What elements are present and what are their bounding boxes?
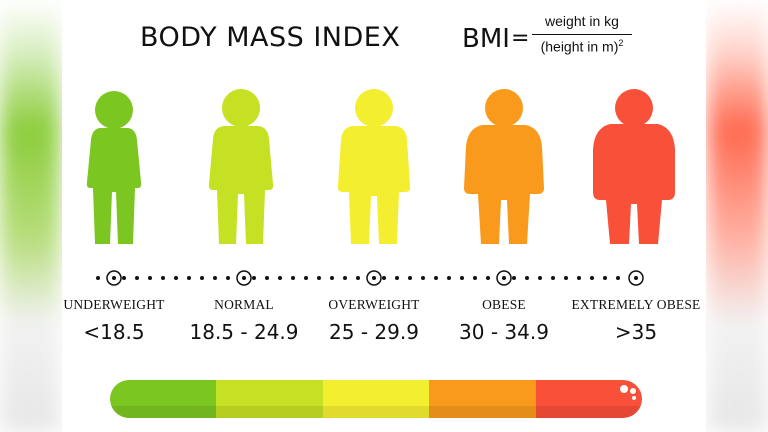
category-range-obese: 30 - 34.9: [459, 320, 549, 344]
scale-dot: [330, 276, 334, 280]
category-range-underweight: <18.5: [83, 320, 145, 344]
scale-dot: [408, 276, 412, 280]
scale-dot: [122, 276, 126, 280]
formula-lhs: BMI: [462, 24, 510, 54]
blurred-margin-left: [0, 0, 60, 432]
category-label-obese: OBESE: [482, 297, 526, 312]
scale-segment-overweight: [322, 380, 430, 418]
blurred-margin-right: [708, 0, 768, 432]
scale-dot: [174, 276, 178, 280]
formula-fraction-bar: [532, 34, 632, 35]
scale-segment-underweight: [110, 380, 217, 418]
scale-marker-ring: [106, 270, 122, 286]
bar-highlight-dot: [620, 385, 628, 393]
scale-marker-ring: [366, 270, 382, 286]
figure-normal: [199, 88, 283, 244]
scale-dot: [278, 276, 282, 280]
formula-exponent: 2: [618, 38, 624, 48]
scale-marker-center: [634, 276, 638, 280]
figure-obese-body: [464, 125, 544, 244]
scale-dot: [135, 276, 139, 280]
scale-marker-center: [242, 276, 246, 280]
scale-dot: [525, 276, 529, 280]
figure-underweight-body: [86, 128, 142, 244]
bar-highlight-dot: [630, 388, 636, 394]
figure-overweight-body: [337, 126, 411, 244]
category-range-overweight: 25 - 29.9: [329, 320, 419, 344]
formula-equals: =: [511, 26, 530, 51]
scale-dot: [447, 276, 451, 280]
figure-underweight: [72, 88, 156, 244]
scale-dot: [603, 276, 607, 280]
scale-dot: [226, 276, 230, 280]
scale-marker-center: [372, 276, 376, 280]
figure-normal-body: [208, 126, 274, 244]
scale-dot: [96, 276, 100, 280]
scale-dot: [564, 276, 568, 280]
figure-extremely-obese: [592, 88, 676, 244]
scale-dot: [512, 276, 516, 280]
page-title: BODY MASS INDEX: [140, 22, 401, 53]
scale-dot: [187, 276, 191, 280]
formula-denominator: (height in m)2: [526, 38, 638, 55]
scale-marker-center: [112, 276, 116, 280]
scale-dot: [343, 276, 347, 280]
scale-dot: [382, 276, 386, 280]
scale-marker-ring: [628, 270, 644, 286]
scale-dot: [473, 276, 477, 280]
scale-dot: [486, 276, 490, 280]
dotted-scale-line: [92, 270, 656, 286]
figure-extremely-obese-body: [593, 124, 675, 244]
bmi-formula: BMI = weight in kg (height in m)2: [462, 10, 652, 62]
category-label-overweight: OVERWEIGHT: [328, 297, 420, 312]
scale-segment-normal: [216, 380, 324, 418]
scale-dot: [265, 276, 269, 280]
bar-highlight-dot: [632, 396, 636, 400]
scale-segment-obese: [429, 380, 537, 418]
category-label-extremely-obese: EXTREMELY OBESE: [571, 297, 701, 312]
scale-dot: [200, 276, 204, 280]
figure-obese: [462, 88, 546, 244]
scale-dot: [148, 276, 152, 280]
scale-dot: [213, 276, 217, 280]
scale-dot: [590, 276, 594, 280]
scale-dot: [291, 276, 295, 280]
scale-marker-ring: [496, 270, 512, 286]
scale-dot: [460, 276, 464, 280]
dotted-scale-svg: [96, 270, 644, 286]
scale-dot: [551, 276, 555, 280]
figure-normal-head: [222, 89, 260, 127]
figure-obese-head: [485, 89, 523, 127]
figure-underweight-head: [95, 91, 133, 129]
category-range-normal: 18.5 - 24.9: [189, 320, 299, 344]
category-label-normal: NORMAL: [214, 297, 274, 312]
scale-dot: [304, 276, 308, 280]
figure-overweight-head: [355, 89, 393, 127]
scale-dot: [538, 276, 542, 280]
figure-overweight: [332, 88, 416, 244]
color-scale-bar: [110, 380, 642, 418]
scale-dot: [161, 276, 165, 280]
scale-dot: [421, 276, 425, 280]
scale-dot: [395, 276, 399, 280]
category-range-extremely-obese: >35: [614, 320, 658, 344]
category-label-underweight: UNDERWEIGHT: [63, 297, 165, 312]
scale-dot: [577, 276, 581, 280]
formula-numerator: weight in kg: [545, 13, 619, 29]
scale-dot: [317, 276, 321, 280]
scale-marker-center: [502, 276, 506, 280]
scale-dot: [252, 276, 256, 280]
scale-dot: [434, 276, 438, 280]
figure-extremely-obese-head: [615, 89, 653, 127]
scale-marker-ring: [236, 270, 252, 286]
formula-denominator-text: (height in m): [540, 38, 619, 55]
scale-dot: [616, 276, 620, 280]
scale-dot: [356, 276, 360, 280]
